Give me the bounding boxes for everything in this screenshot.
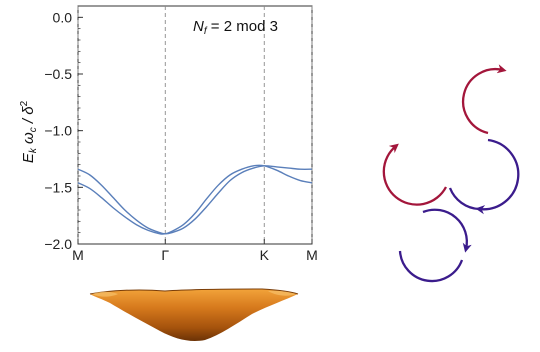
x-tick-label: M	[306, 247, 318, 263]
blue-circular-arrow	[475, 138, 520, 215]
y-tick-label: −2.0	[44, 236, 72, 252]
surface-rim	[89, 288, 299, 295]
chart-annotation: Nf = 2 mod 3	[193, 18, 278, 37]
annotation-prefix: N	[193, 18, 204, 35]
ylabel-omega: ω	[20, 132, 37, 148]
surface-highlight	[268, 290, 296, 296]
blue-circular-arrow	[448, 187, 480, 211]
y-tick-label: 0.0	[53, 9, 73, 25]
y-tick-label: −1.0	[44, 123, 72, 139]
ylabel-rest: / δ	[20, 106, 37, 128]
surface-body	[90, 289, 298, 341]
band-curves	[77, 164, 313, 235]
energy-surface-illustration	[89, 288, 299, 341]
circulation-diagram	[382, 64, 520, 283]
ylabel-rest-sup: 2	[19, 100, 30, 106]
x-tick-label: M	[72, 247, 84, 263]
band-line-2	[77, 164, 313, 235]
y-tick-label: −0.5	[44, 66, 72, 82]
y-axis-ticks: 0.0 −0.5 −1.0 −1.5 −2.0	[44, 5, 83, 252]
blue-circular-arrow	[422, 208, 472, 253]
gridlines	[77, 6, 313, 244]
ylabel-e: E	[20, 152, 37, 163]
annotation-text: = 2 mod 3	[207, 18, 278, 35]
annotation-prefix-sub: f	[204, 26, 208, 37]
ylabel-omega-sub: c	[28, 127, 39, 132]
red-circular-arrow	[462, 64, 507, 135]
y-axis-label: Ek ωc / δ2	[19, 100, 39, 163]
ylabel-e-sub: k	[28, 147, 39, 153]
red-circular-arrow	[382, 143, 448, 206]
blue-circular-arrow	[398, 250, 464, 283]
x-tick-label: K	[260, 247, 270, 263]
band-structure-plot: 0.0 −0.5 −1.0 −1.5 −2.0 M Γ K M Nf = 2 mod 3 Ek…	[19, 5, 318, 263]
band-line-1	[77, 165, 313, 235]
y-tick-label: −1.5	[44, 179, 72, 195]
x-tick-label: Γ	[161, 247, 169, 263]
surface-highlight	[92, 291, 118, 297]
